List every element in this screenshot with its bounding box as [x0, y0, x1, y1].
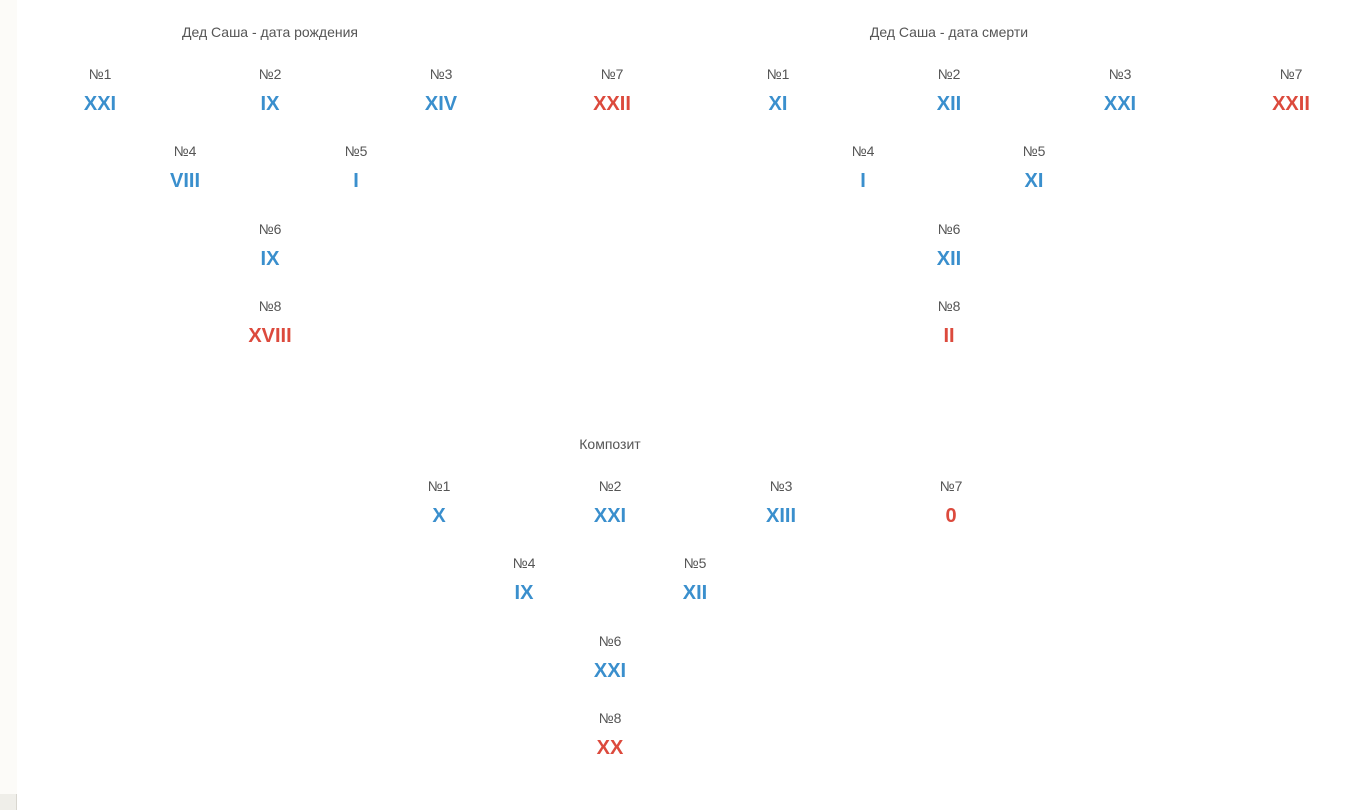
cell-value: II — [943, 325, 955, 347]
scrollbar-corner[interactable] — [0, 794, 17, 810]
cell-value: XXI — [593, 505, 627, 527]
cell-value: XIII — [765, 505, 796, 527]
cell-label: №1 — [766, 66, 790, 82]
cell-label: №6 — [937, 221, 961, 237]
death-cell-6: №6 XII — [899, 221, 999, 271]
cell-value: XII — [936, 248, 962, 270]
birth-cell-7: №7 XXII — [562, 66, 662, 116]
birth-cell-2: №2 IX — [220, 66, 320, 116]
composite-section-title: Композит — [579, 436, 641, 452]
cell-label: №5 — [683, 555, 707, 571]
cell-value: XXI — [83, 93, 117, 115]
cell-value: I — [353, 170, 359, 192]
cell-label: №5 — [344, 143, 368, 159]
composite-cell-3: №3 XIII — [731, 478, 831, 528]
cell-value: XX — [596, 737, 624, 759]
death-section-title: Дед Саша - дата смерти — [869, 24, 1029, 40]
cell-label: №7 — [1279, 66, 1303, 82]
cell-label: №7 — [600, 66, 624, 82]
cell-value: XI — [1024, 170, 1044, 192]
cell-label: №4 — [512, 555, 536, 571]
cell-label: №3 — [769, 478, 793, 494]
cell-label: №2 — [937, 66, 961, 82]
cell-label: №6 — [598, 633, 622, 649]
death-cell-3: №3 XXI — [1070, 66, 1170, 116]
birth-section-title: Дед Саша - дата рождения — [182, 24, 358, 40]
composite-cell-7: №7 0 — [901, 478, 1001, 528]
cell-label: №1 — [427, 478, 451, 494]
cell-value: XXI — [1103, 93, 1137, 115]
birth-cell-5: №5 I — [306, 143, 406, 193]
cell-value: XII — [682, 582, 708, 604]
cell-label: №3 — [429, 66, 453, 82]
birth-cell-6: №6 IX — [220, 221, 320, 271]
cell-label: №5 — [1022, 143, 1046, 159]
cell-label: №8 — [937, 298, 961, 314]
cell-value: XXII — [593, 93, 631, 115]
cell-label: №2 — [258, 66, 282, 82]
death-cell-1: №1 XI — [728, 66, 828, 116]
death-cell-8: №8 II — [899, 298, 999, 348]
cell-value: XIV — [424, 93, 458, 115]
cell-value: 0 — [945, 505, 957, 527]
cell-label: №2 — [598, 478, 622, 494]
birth-cell-8: №8 XVIII — [220, 298, 320, 348]
cell-value: XVIII — [248, 325, 292, 347]
cell-value: IX — [514, 582, 534, 604]
cell-label: №4 — [173, 143, 197, 159]
death-cell-5: №5 XI — [984, 143, 1084, 193]
page: Дед Саша - дата рождения №1 XXI №2 IX №3… — [17, 0, 1372, 810]
birth-cell-1: №1 XXI — [50, 66, 150, 116]
cell-label: №6 — [258, 221, 282, 237]
cell-value: XXI — [593, 660, 627, 682]
cell-label: №8 — [258, 298, 282, 314]
composite-cell-1: №1 X — [389, 478, 489, 528]
death-cell-7: №7 XXII — [1241, 66, 1341, 116]
cell-value: IX — [260, 93, 280, 115]
cell-value: X — [432, 505, 446, 527]
cell-value: XXII — [1272, 93, 1310, 115]
cell-label: №7 — [939, 478, 963, 494]
composite-cell-4: №4 IX — [474, 555, 574, 605]
cell-value: VIII — [169, 170, 200, 192]
birth-cell-4: №4 VIII — [135, 143, 235, 193]
composite-cell-5: №5 XII — [645, 555, 745, 605]
composite-cell-2: №2 XXI — [560, 478, 660, 528]
cell-label: №1 — [88, 66, 112, 82]
cell-label: №3 — [1108, 66, 1132, 82]
death-cell-4: №4 I — [813, 143, 913, 193]
cell-label: №4 — [851, 143, 875, 159]
cell-value: XI — [768, 93, 788, 115]
birth-cell-3: №3 XIV — [391, 66, 491, 116]
cell-value: XII — [936, 93, 962, 115]
composite-cell-8: №8 XX — [560, 710, 660, 760]
death-cell-2: №2 XII — [899, 66, 999, 116]
composite-cell-6: №6 XXI — [560, 633, 660, 683]
cell-value: IX — [260, 248, 280, 270]
cell-label: №8 — [598, 710, 622, 726]
cell-value: I — [860, 170, 866, 192]
